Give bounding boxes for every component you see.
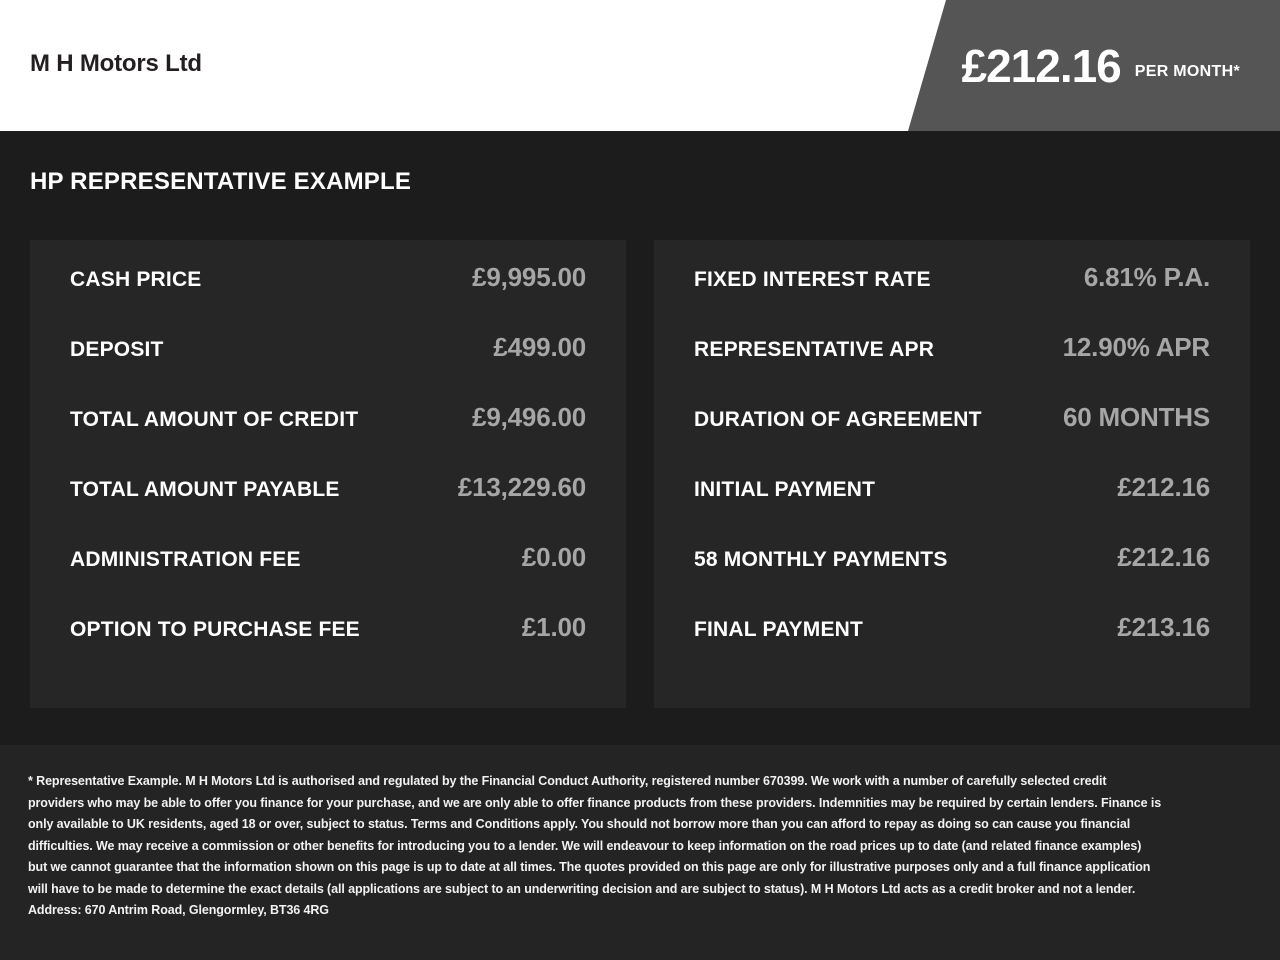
finance-panel-left: CASH PRICE £9,995.00 DEPOSIT £499.00 TOTAL A… [30, 240, 626, 708]
finance-row-label: REPRESENTATIVE APR [694, 338, 935, 361]
finance-row: DURATION OF AGREEMENT 60 MONTHS [694, 402, 1210, 472]
finance-row-value: £9,995.00 [472, 262, 586, 292]
finance-row-value: £1.00 [521, 612, 586, 642]
finance-row-value: £0.00 [521, 542, 586, 572]
finance-row: CASH PRICE £9,995.00 [70, 262, 586, 332]
finance-row-value: £13,229.60 [457, 472, 586, 502]
finance-row: FINAL PAYMENT £213.16 [694, 612, 1210, 682]
disclaimer-section: * Representative Example. M H Motors Ltd… [0, 745, 1280, 960]
finance-row-label: ADMINISTRATION FEE [70, 548, 301, 571]
finance-panel-right: FIXED INTEREST RATE 6.81% P.A. REPRESENTAT… [654, 240, 1250, 708]
finance-row: REPRESENTATIVE APR 12.90% APR [694, 332, 1210, 402]
finance-row: TOTAL AMOUNT PAYABLE £13,229.60 [70, 472, 586, 542]
finance-row-label: CASH PRICE [70, 268, 202, 291]
finance-row: INITIAL PAYMENT £212.16 [694, 472, 1210, 542]
finance-row-label: 58 MONTHLY PAYMENTS [694, 548, 948, 571]
finance-row: OPTION TO PURCHASE FEE £1.00 [70, 612, 586, 682]
finance-row: DEPOSIT £499.00 [70, 332, 586, 402]
finance-row-label: FIXED INTEREST RATE [694, 268, 931, 291]
finance-row-value: £499.00 [493, 332, 586, 362]
page-title: HP REPRESENTATIVE EXAMPLE [30, 168, 412, 195]
finance-row-value: £212.16 [1117, 472, 1210, 502]
finance-row-value: 60 MONTHS [1062, 402, 1210, 432]
finance-panels: CASH PRICE £9,995.00 DEPOSIT £499.00 TOTAL A… [30, 240, 1250, 708]
finance-row-value: 12.90% APR [1062, 332, 1211, 362]
monthly-price-amount: £212.16 [961, 39, 1121, 92]
finance-row: FIXED INTEREST RATE 6.81% P.A. [694, 262, 1210, 332]
finance-row-label: DURATION OF AGREEMENT [694, 408, 982, 431]
finance-row-value: £213.16 [1117, 612, 1210, 642]
finance-row-value: 6.81% P.A. [1083, 262, 1210, 292]
price-banner [908, 0, 1280, 131]
finance-row: TOTAL AMOUNT OF CREDIT £9,496.00 [70, 402, 586, 472]
dealer-name: M H Motors Ltd [30, 50, 202, 77]
finance-row: 58 MONTHLY PAYMENTS £212.16 [694, 542, 1210, 612]
finance-row-label: TOTAL AMOUNT OF CREDIT [70, 408, 359, 431]
finance-row-label: TOTAL AMOUNT PAYABLE [70, 478, 340, 501]
page-header: M H Motors Ltd £212.16 PER MONTH* [0, 0, 1280, 131]
finance-row-label: INITIAL PAYMENT [694, 478, 876, 501]
finance-row-label: DEPOSIT [70, 338, 164, 361]
main-content: HP REPRESENTATIVE EXAMPLE CASH PRICE £9,9… [0, 131, 1280, 745]
finance-row-value: £212.16 [1117, 542, 1210, 572]
price-banner-content: £212.16 PER MONTH* [961, 0, 1240, 131]
finance-row-value: £9,496.00 [472, 402, 586, 432]
finance-row: ADMINISTRATION FEE £0.00 [70, 542, 586, 612]
finance-row-label: FINAL PAYMENT [694, 618, 864, 641]
disclaimer-text: * Representative Example. M H Motors Ltd… [28, 774, 1162, 917]
monthly-price-period: PER MONTH* [1134, 62, 1240, 80]
finance-row-label: OPTION TO PURCHASE FEE [70, 618, 360, 641]
